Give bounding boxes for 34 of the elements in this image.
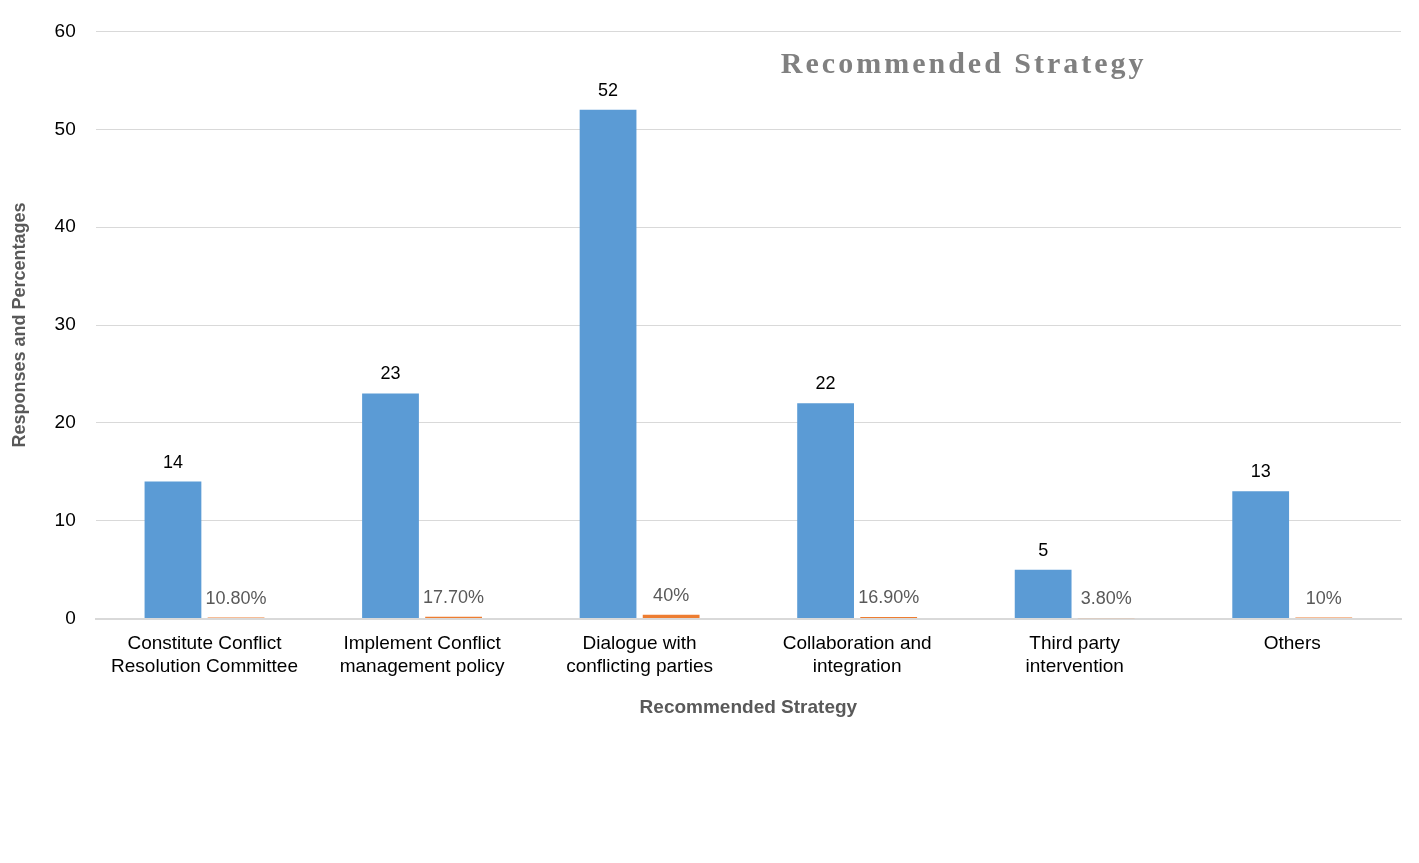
text: Recommended Strategy — [780, 46, 1147, 80]
x-tick-label: Constitute Conflict Resolution Committee — [111, 632, 298, 677]
data-label: 10.80% — [205, 587, 267, 608]
x-tick-label: Dialogue with conflicting parties — [566, 632, 713, 677]
x-tick-label: Third party intervention — [1025, 632, 1124, 677]
data-label: 14 — [162, 451, 183, 472]
y-tick-label: 10 — [54, 508, 76, 530]
bar — [797, 403, 854, 619]
data-label: 5 — [1038, 539, 1049, 560]
x-tick-label: Others — [1263, 632, 1321, 654]
bar — [579, 109, 637, 619]
data-label: 13 — [1250, 461, 1271, 482]
data-label: 17.70% — [423, 586, 485, 607]
data-label: 40% — [653, 584, 690, 605]
y-tick-label: 50 — [54, 117, 76, 139]
data-label: 52 — [598, 79, 619, 100]
x-axis-title: Recommended Strategy — [639, 695, 858, 717]
x-tick-label: Implement Conflict management policy — [339, 632, 505, 677]
data-label: 10% — [1305, 587, 1342, 608]
data-label: 23 — [380, 363, 401, 384]
bar — [1014, 569, 1072, 619]
bar — [144, 481, 202, 619]
data-label: 16.90% — [858, 586, 920, 607]
y-tick-label: 30 — [54, 313, 76, 335]
data-label: 22 — [815, 373, 836, 394]
bar — [362, 393, 419, 619]
y-axis-title: Responses and Percentages — [8, 202, 29, 448]
bar — [1232, 491, 1290, 619]
x-tick-label: Collaboration and integration — [782, 632, 932, 677]
y-tick-label: 20 — [54, 411, 76, 433]
y-tick-label: 60 — [54, 19, 76, 41]
y-tick-label: 0 — [65, 606, 76, 628]
data-label: 3.80% — [1080, 588, 1132, 609]
y-tick-label: 40 — [54, 215, 76, 237]
